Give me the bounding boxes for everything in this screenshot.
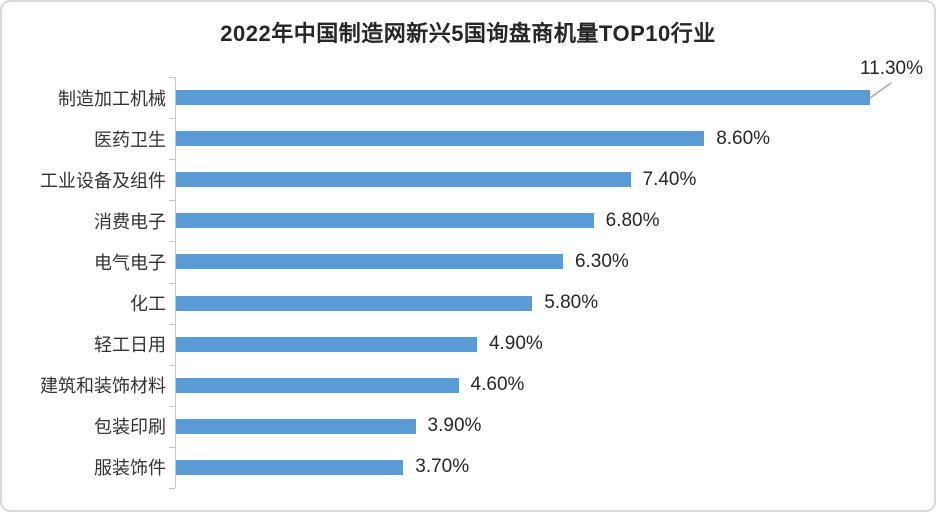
bar: [176, 131, 705, 147]
chart-row: 包装印刷 3.90%: [2, 406, 934, 447]
value-label: 4.60%: [470, 374, 525, 396]
category-label: 医药卫生: [94, 129, 166, 150]
bar: [176, 377, 459, 393]
bar: [176, 90, 871, 106]
axis-tick: [169, 118, 175, 119]
axis-tick: [169, 365, 175, 366]
axis-tick: [169, 406, 175, 407]
category-label: 电气电子: [94, 252, 166, 273]
chart-row: 医药卫生 8.60%: [2, 118, 934, 159]
bar: [176, 172, 631, 188]
bar: [176, 459, 404, 475]
category-label: 制造加工机械: [58, 88, 166, 109]
axis-tick: [169, 283, 175, 284]
category-label: 化工: [130, 294, 166, 315]
value-label: 3.90%: [427, 415, 482, 437]
axis-tick: [169, 77, 175, 78]
category-label: 服装饰件: [94, 458, 166, 479]
value-label: 8.60%: [716, 127, 771, 149]
bar: [176, 254, 563, 270]
category-label: 轻工日用: [94, 335, 166, 356]
bar: [176, 213, 594, 229]
chart-row: 建筑和装饰材料 4.60%: [2, 365, 934, 406]
chart-row: 服装饰件 3.70%: [2, 447, 934, 488]
plot-area: 制造加工机械医药卫生 8.60% 工业设备及组件 7.40% 消费电子 6.80% 电气电子…: [2, 77, 934, 489]
chart-row: 电气电子 6.30%: [2, 241, 934, 282]
chart-row: 消费电子 6.80%: [2, 200, 934, 241]
axis-tick: [169, 324, 175, 325]
category-label: 消费电子: [94, 211, 166, 232]
axis-tick: [169, 241, 175, 242]
axis-tick: [169, 159, 175, 160]
value-label: 7.40%: [642, 168, 697, 190]
category-label: 包装印刷: [94, 417, 166, 438]
value-label: 5.80%: [544, 292, 599, 314]
value-label: 6.30%: [574, 250, 629, 272]
chart-row: 工业设备及组件 7.40%: [2, 159, 934, 200]
axis-tick: [169, 488, 175, 489]
bar: [176, 336, 477, 352]
axis-tick: [169, 200, 175, 201]
chart-title: 2022年中国制造网新兴5国询盘商机量TOP10行业: [220, 21, 716, 46]
value-label: 3.70%: [415, 456, 470, 478]
chart-row: 轻工日用 4.90%: [2, 324, 934, 365]
value-label: 6.80%: [605, 209, 660, 231]
category-label: 工业设备及组件: [40, 170, 166, 191]
value-label: 4.90%: [488, 333, 543, 355]
callout-value-label: 11.30%: [859, 58, 923, 79]
category-label: 建筑和装饰材料: [40, 376, 166, 397]
chart-row: 化工 5.80%: [2, 283, 934, 324]
category-axis-line: [175, 77, 176, 488]
bar: [176, 295, 533, 311]
axis-tick: [169, 447, 175, 448]
bar: [176, 418, 416, 434]
chart-row: 制造加工机械: [2, 77, 934, 118]
